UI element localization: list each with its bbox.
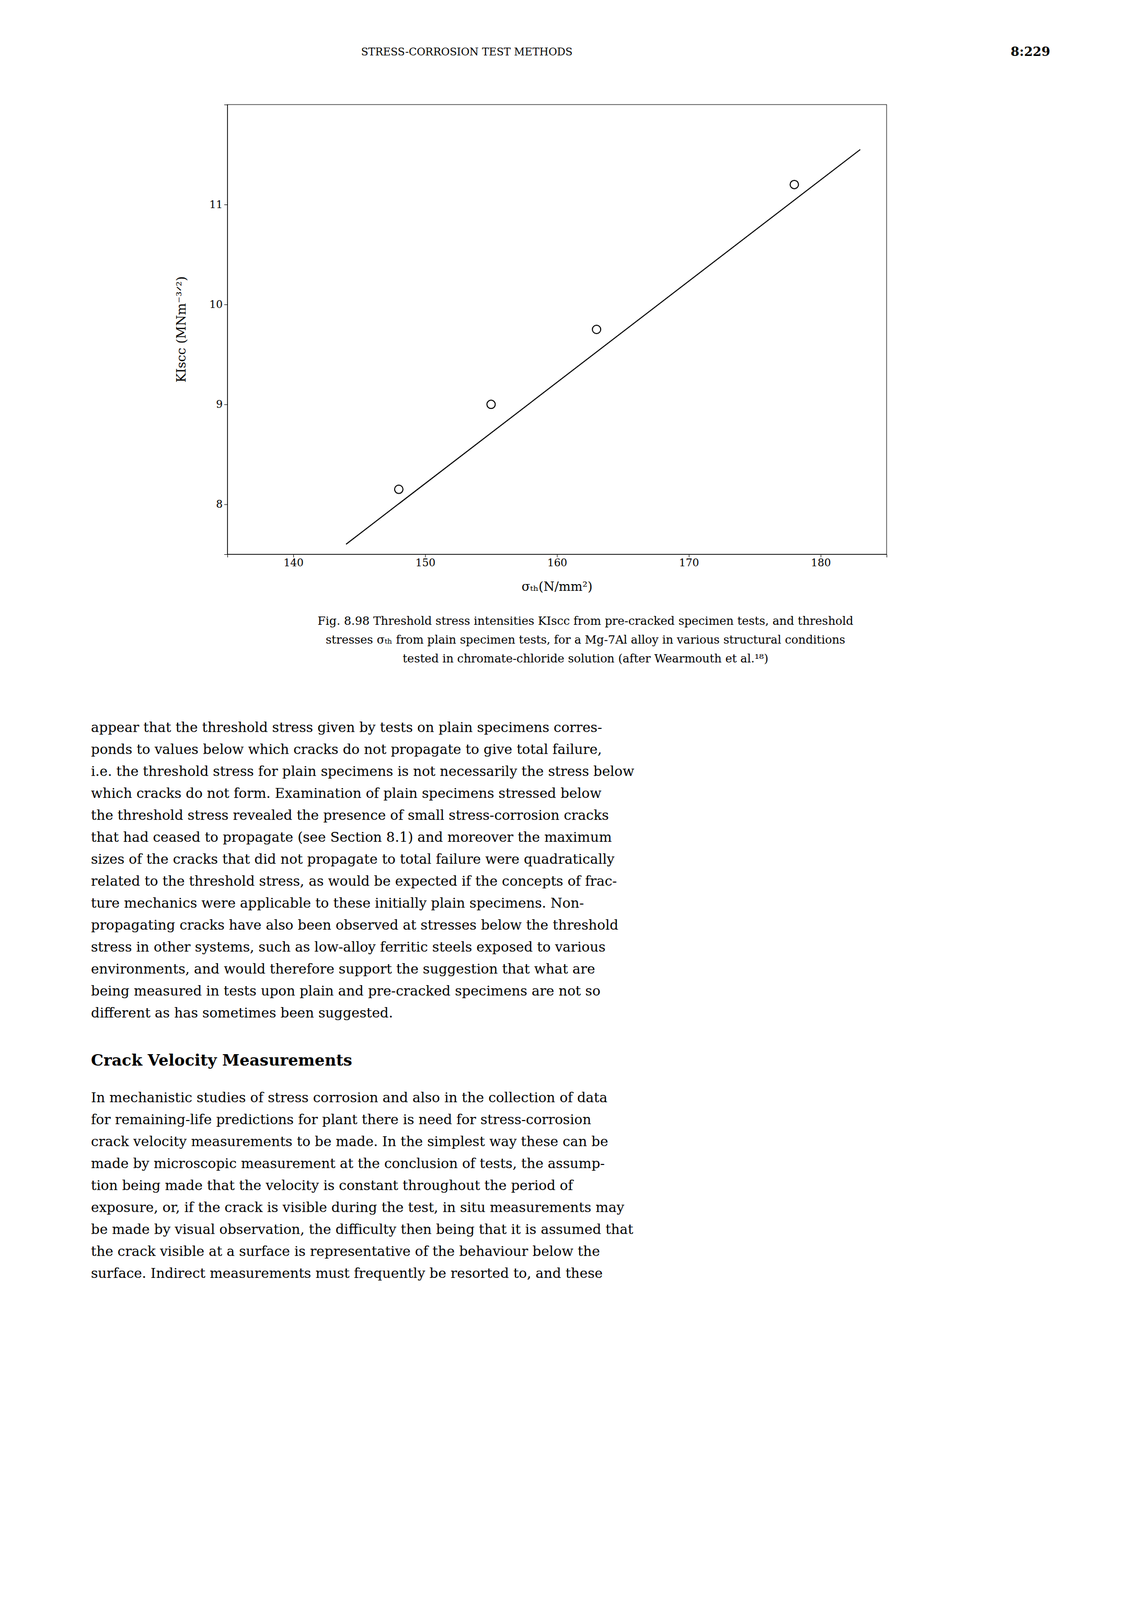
scatter-point [486, 399, 496, 409]
y-tick: 8 [215, 497, 228, 511]
scatter-point [592, 325, 601, 334]
body-line: stress in other systems, such as low-all… [90, 938, 606, 955]
y-axis: 8 9 10 11 [209, 105, 228, 555]
body-line: that had ceased to propagate (see Sectio… [90, 829, 612, 845]
header-left: STRESS-CORROSION TEST METHODS [361, 45, 573, 59]
x-tick-label: 160 [547, 556, 568, 569]
plot-frame [227, 104, 887, 555]
body-line: sizes of the cracks that did not propaga… [90, 851, 615, 867]
body-line: be made by visual observation, the diffi… [90, 1221, 634, 1237]
x-axis-label: σₜₕ(N/mm²) [521, 579, 593, 594]
body-line: which cracks do not form. Examination of… [90, 785, 602, 801]
y-tick-mark [224, 404, 228, 405]
scatter-series [394, 180, 799, 494]
x-tick-label: 140 [283, 556, 304, 569]
y-tick-mark [224, 204, 228, 205]
fit-line [346, 149, 861, 545]
y-tick: 9 [215, 397, 228, 411]
body-line: being measured in tests upon plain and p… [90, 982, 601, 999]
caption-line: tested in chromate-chloride solution (af… [402, 651, 768, 665]
y-axis-label: KIscc (MNm⁻³ᐟ²) [174, 276, 189, 383]
caption-line: Fig. 8.98 Threshold stress intensities K… [317, 614, 854, 628]
y-tick-label: 9 [215, 397, 223, 411]
caption-line: stresses σₜₕ from plain specimen tests, … [325, 633, 846, 647]
x-axis: 140 150 160 170 180 [227, 554, 888, 569]
body-line: environments, and would therefore suppor… [90, 960, 595, 977]
body-line: In mechanistic studies of stress corrosi… [90, 1089, 608, 1106]
body-line: for remaining-life predictions for plant… [90, 1111, 592, 1128]
y-tick-label: 11 [209, 198, 223, 211]
x-tick: 150 [415, 554, 436, 569]
y-tick: 10 [209, 297, 228, 311]
y-tick-mark [224, 304, 228, 305]
marks [346, 149, 861, 545]
body-line: ponds to values below which cracks do no… [90, 741, 602, 757]
x-tick-label: 170 [679, 556, 699, 569]
body-line: the crack visible at a surface is repres… [90, 1243, 601, 1259]
y-tick-label: 10 [209, 297, 223, 311]
x-tick-label: 180 [810, 556, 831, 569]
body-line: related to the threshold stress, as woul… [90, 873, 617, 889]
x-tick: 140 [283, 554, 304, 569]
y-tick-label: 8 [215, 497, 223, 511]
body-line: appear that the threshold stress given b… [90, 719, 603, 735]
scatter-point [394, 485, 404, 494]
x-tick-label: 150 [415, 556, 436, 569]
body-line: exposure, or, if the crack is visible du… [90, 1199, 625, 1215]
chart: 140 150 160 170 180 8 9 10 11 σₜₕ(N/mm²) KIscc (MN… [174, 104, 888, 594]
body-line: i.e. the threshold stress for plain spec… [90, 763, 635, 779]
body-line: made by microscopic measurement at the c… [90, 1155, 605, 1171]
section-heading: Crack Velocity Measurements [90, 1050, 353, 1070]
header-right: 8:229 [1010, 43, 1051, 60]
body-line: tion being made that the velocity is con… [90, 1177, 574, 1193]
body-line: the threshold stress revealed the presen… [90, 807, 610, 823]
scatter-point [789, 180, 799, 189]
body-line: surface. Indirect measurements must freq… [90, 1265, 603, 1281]
y-tick-mark [224, 503, 228, 505]
body-line: crack velocity measurements to be made. … [90, 1133, 608, 1150]
x-tick: 170 [679, 554, 699, 569]
body-line: different as has sometimes been suggeste… [90, 1004, 394, 1021]
y-tick: 11 [209, 198, 228, 211]
body-line: propagating cracks have also been observ… [90, 916, 619, 933]
body-line: ture mechanics were applicable to these … [90, 894, 584, 911]
page: STRESS-CORROSION TEST METHODS 8:229 140 150… [0, 0, 1137, 1600]
x-tick: 160 [547, 554, 568, 569]
x-tick: 180 [810, 554, 831, 569]
